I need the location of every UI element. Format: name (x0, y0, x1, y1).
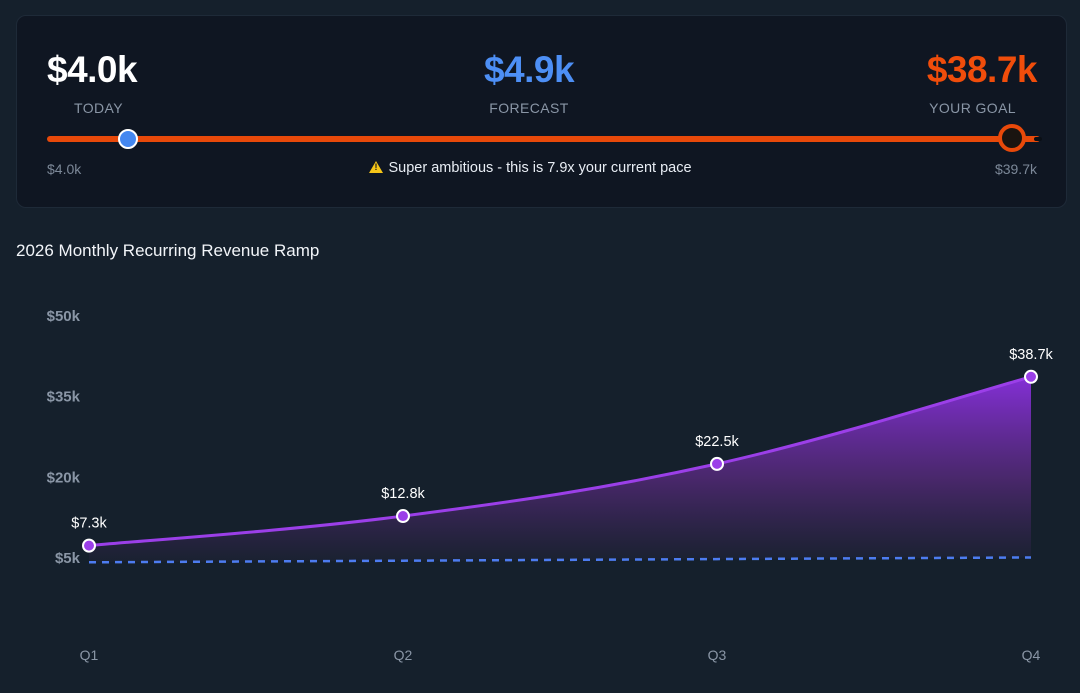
data-point[interactable] (82, 538, 96, 553)
current-pace-marker (117, 129, 138, 149)
data-point[interactable] (396, 509, 410, 524)
warning-triangle-icon (369, 161, 384, 173)
data-point[interactable] (1024, 369, 1038, 384)
x-tick-label: Q4 (1022, 647, 1041, 663)
forecast-label: FORECAST (489, 100, 569, 116)
goal-stat: $38.7k YOUR GOAL (926, 49, 1038, 117)
forecast-value: $4.9k (483, 49, 575, 90)
goal-slider-track-end (1034, 137, 1042, 141)
goal-slider-handle[interactable] (998, 124, 1027, 152)
data-point[interactable] (710, 456, 724, 471)
goal-label: YOUR GOAL (929, 100, 1016, 116)
today-value: $4.0k (47, 49, 138, 90)
x-tick-label: Q3 (708, 647, 727, 663)
today-stat: $4.0k TODAY (47, 49, 138, 117)
x-tick-label: Q1 (80, 647, 99, 663)
warning-text: Super ambitious - this is 7.9x your curr… (388, 160, 692, 176)
y-tick-label: $50k (47, 308, 81, 325)
x-tick-label: Q2 (394, 647, 413, 663)
current-pace-baseline (88, 556, 1032, 564)
goal-value: $38.7k (926, 49, 1038, 90)
slider-min-label: $4.0k (47, 161, 82, 177)
y-tick-label: $5k (55, 550, 81, 567)
y-tick-label: $35k (47, 389, 81, 406)
data-label: $38.7k (1009, 347, 1053, 363)
ambition-warning: Super ambitious - this is 7.9x your curr… (17, 160, 1044, 176)
revenue-area-fill (89, 376, 1031, 563)
slider-max-label: $39.7k (994, 161, 1037, 177)
data-label: $7.3k (71, 516, 107, 532)
today-label: TODAY (74, 100, 123, 116)
y-tick-label: $20k (47, 469, 81, 486)
revenue-line (88, 375, 1032, 548)
data-label: $22.5k (695, 434, 739, 450)
data-label: $12.8k (381, 486, 425, 502)
goal-card: $4.0k TODAY $4.9k FORECAST $38.7k YOUR G… (16, 15, 1067, 208)
goal-slider-track[interactable] (47, 136, 1040, 142)
chart-title: 2026 Monthly Recurring Revenue Ramp (16, 241, 320, 260)
forecast-stat: $4.9k FORECAST (429, 49, 629, 117)
